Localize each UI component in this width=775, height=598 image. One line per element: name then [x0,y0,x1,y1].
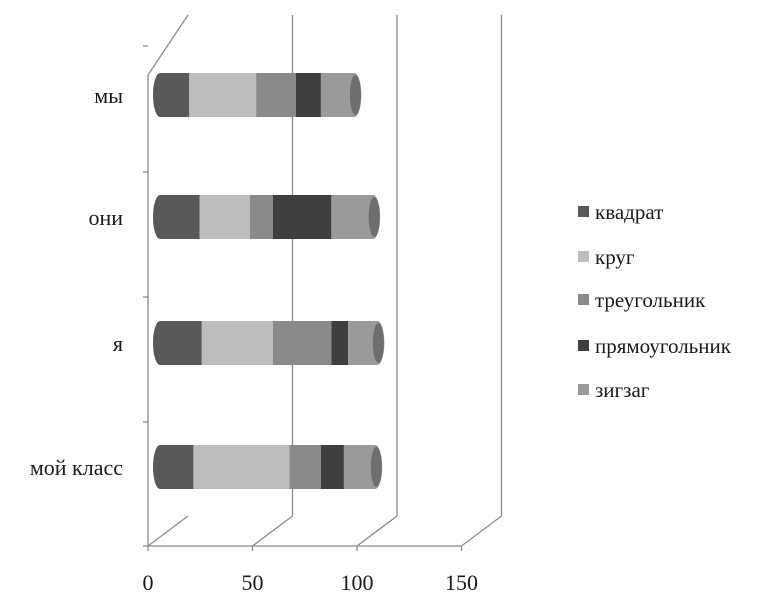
x-tick-label: 150 [445,570,478,593]
floor-depth-line [252,515,293,547]
bar-segment [272,321,332,365]
bar-segment [249,195,273,239]
legend-label: треугольник [595,288,706,312]
bar-segment [153,73,190,117]
floor-depth-line [356,515,398,547]
bar-segment [289,445,321,489]
legend-label: круг [595,245,635,269]
bar-segment [193,445,290,489]
legend-label: прямоугольник [595,334,732,358]
legend-label: зигзаг [595,378,650,402]
bar-segment [153,195,200,239]
legend-swatch [578,384,589,395]
bar-segment [199,195,250,239]
x-tick-label: 0 [143,570,154,593]
legend-item: зигзаг [578,378,650,402]
bar-segment [320,445,344,489]
legend-item: прямоугольник [578,334,732,358]
legend-label: квадрат [595,200,663,224]
bar-segment [272,195,332,239]
legend-item: квадрат [578,200,663,224]
x-tick-label: 100 [341,570,374,593]
bar-end-face [349,75,361,115]
bar-segment [201,321,273,365]
legend-swatch [578,206,589,217]
category-labels: мой класс я они мы [30,83,123,480]
bar-end-face [372,323,384,363]
bar-segment [295,73,321,117]
legend-swatch [578,340,589,351]
bar-segment [256,73,296,117]
floor-depth-line [461,515,502,547]
bar-segment [331,321,349,365]
legend-item: круг [578,245,635,269]
category-label: я [113,331,123,356]
category-label: мы [94,83,123,108]
legend-swatch [578,294,589,305]
bar-end-face [370,447,382,487]
bar-segment [153,321,202,365]
x-axis-ticks: 0 50 100 150 [143,570,479,595]
legend-swatch [578,251,589,262]
bar-end-face [368,197,380,237]
x-tick-label: 50 [242,570,264,593]
bar-segment [189,73,257,117]
legend-item: треугольник [578,288,706,312]
chart-bars [153,73,385,489]
bar-segment [153,445,194,489]
left-wall-top-edge [147,14,189,76]
floor-depth-line [147,515,189,547]
category-label: мой класс [30,455,123,480]
category-label: они [88,205,123,230]
legend: квадрат круг треугольник прямоугольник зигза… [578,200,732,402]
